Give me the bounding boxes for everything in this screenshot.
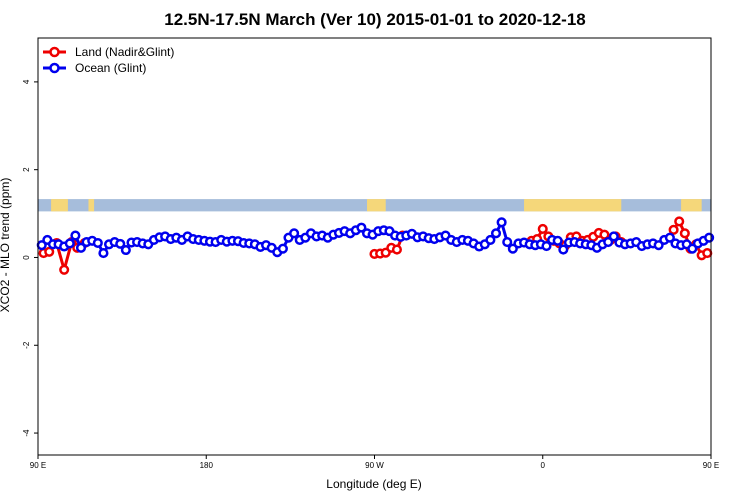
legend-land-marker	[49, 46, 60, 58]
y-tick-label-1: -2	[22, 341, 31, 349]
ocean-series-point	[115, 238, 126, 249]
land-segment-4	[681, 199, 702, 212]
y-tick-label-0: -4	[22, 429, 31, 437]
land-series-point	[537, 223, 548, 234]
land-series-point	[44, 246, 55, 257]
ocean-series-point	[485, 234, 496, 245]
land-segment-0	[51, 199, 68, 212]
legend-ocean-marker	[49, 62, 60, 74]
ocean-series-point	[120, 244, 131, 256]
land-segment-3	[524, 199, 622, 212]
legend-land-label: Land (Nadir&Glint)	[75, 45, 174, 59]
x-tick-label-4: 90 E	[703, 461, 719, 470]
ocean-series-point	[64, 238, 75, 249]
ocean-series-point	[496, 217, 507, 228]
ocean-series-point	[490, 228, 502, 239]
land-series-point	[599, 229, 610, 240]
land-series-point	[59, 264, 70, 275]
x-axis-label: Longitude (deg E)	[326, 477, 421, 491]
ocean-series-point	[289, 228, 300, 239]
plot-area	[36, 199, 715, 275]
ocean-series-point	[502, 237, 513, 248]
land-series-point	[674, 216, 685, 227]
y-tick-label-3: 2	[22, 167, 31, 172]
ocean-series-point	[356, 222, 367, 233]
x-tick-label-3: 0	[541, 461, 546, 470]
ocean-series-point	[541, 241, 552, 252]
ocean-series-point	[558, 244, 569, 255]
ocean-series-point	[608, 231, 619, 242]
ocean-series-point	[552, 235, 563, 246]
ocean-series-point	[98, 248, 109, 259]
land-series-point	[391, 244, 402, 255]
ocean-series-point	[70, 230, 81, 241]
x-tick-label-0: 90 E	[30, 461, 46, 470]
ocean-series-point	[277, 243, 288, 254]
ocean-series-point	[603, 237, 614, 248]
land-segment-2	[367, 199, 386, 212]
ocean-series-point	[75, 242, 87, 253]
land-series-point	[702, 248, 713, 259]
x-tick-label-1: 180	[200, 461, 214, 470]
land-segment-1	[88, 199, 95, 212]
chart-title: 12.5N-17.5N March (Ver 10) 2015-01-01 to…	[164, 10, 585, 29]
land-series-point	[668, 224, 679, 235]
ocean-series-point	[704, 232, 715, 243]
y-axis-label: XCO2 - MLO trend (ppm)	[0, 178, 12, 313]
y-tick-label-4: 4	[22, 79, 31, 84]
y-tick-label-2: 0	[22, 255, 31, 260]
land-series-point	[679, 228, 690, 239]
x-tick-label-2: 90 W	[365, 461, 384, 470]
legend-ocean-label: Ocean (Glint)	[75, 61, 146, 75]
ocean-series-point	[664, 232, 675, 243]
legend: Land (Nadir&Glint) Ocean (Glint)	[43, 45, 174, 75]
ocean-series-point	[92, 237, 103, 249]
